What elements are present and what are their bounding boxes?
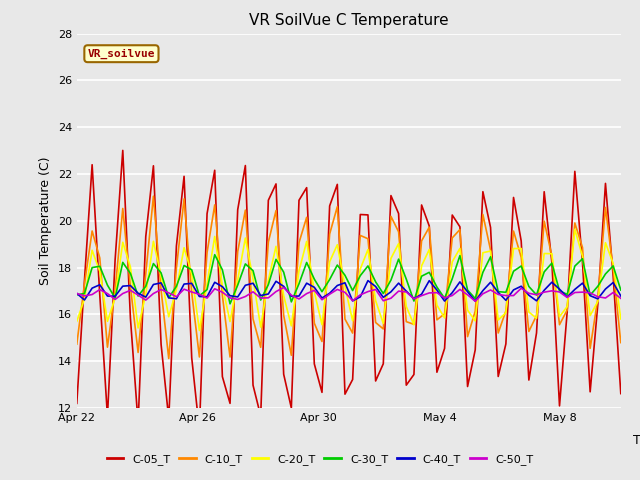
C-10_T	[73, 341, 81, 347]
C-30_T	[433, 284, 441, 290]
C-20_T	[150, 239, 157, 244]
C-40_T	[364, 278, 372, 284]
C-20_T	[73, 318, 81, 324]
C-10_T	[617, 340, 625, 346]
C-10_T	[165, 356, 173, 361]
C-20_T	[426, 247, 433, 252]
C-50_T	[426, 290, 433, 296]
C-50_T	[73, 291, 81, 297]
C-40_T	[449, 290, 456, 296]
C-20_T	[571, 227, 579, 232]
C-10_T	[150, 193, 157, 199]
C-05_T	[196, 427, 204, 433]
C-10_T	[272, 208, 280, 214]
C-10_T	[395, 229, 403, 235]
C-50_T	[150, 291, 157, 297]
C-30_T	[272, 256, 280, 262]
C-50_T	[387, 295, 395, 301]
C-30_T	[73, 292, 81, 298]
C-40_T	[73, 290, 81, 296]
X-axis label: Time: Time	[632, 434, 640, 447]
C-05_T	[157, 341, 165, 347]
C-10_T	[157, 287, 165, 293]
C-30_T	[150, 261, 157, 266]
C-30_T	[586, 292, 594, 298]
Y-axis label: Soil Temperature (C): Soil Temperature (C)	[39, 156, 52, 285]
Line: C-10_T: C-10_T	[77, 196, 621, 359]
C-40_T	[472, 298, 479, 304]
Title: VR SoilVue C Temperature: VR SoilVue C Temperature	[249, 13, 449, 28]
C-05_T	[433, 369, 441, 375]
Text: VR_soilvue: VR_soilvue	[88, 48, 155, 59]
Legend: C-05_T, C-10_T, C-20_T, C-30_T, C-40_T, C-50_T: C-05_T, C-10_T, C-20_T, C-30_T, C-40_T, …	[102, 450, 538, 469]
C-50_T	[472, 299, 479, 304]
C-05_T	[73, 400, 81, 406]
C-30_T	[456, 253, 464, 259]
Line: C-30_T: C-30_T	[77, 255, 621, 304]
C-50_T	[257, 295, 264, 301]
C-30_T	[226, 301, 234, 307]
C-20_T	[196, 328, 204, 334]
Line: C-05_T: C-05_T	[77, 150, 621, 430]
C-10_T	[433, 317, 441, 323]
C-40_T	[426, 278, 433, 284]
C-10_T	[586, 346, 594, 351]
C-05_T	[456, 224, 464, 229]
C-20_T	[617, 316, 625, 322]
C-40_T	[257, 293, 264, 299]
C-40_T	[586, 293, 594, 299]
C-20_T	[387, 255, 395, 261]
C-30_T	[211, 252, 218, 258]
C-40_T	[617, 293, 625, 299]
Line: C-50_T: C-50_T	[77, 288, 621, 301]
C-05_T	[586, 389, 594, 395]
C-40_T	[150, 282, 157, 288]
C-50_T	[280, 285, 287, 290]
C-30_T	[617, 287, 625, 293]
C-05_T	[395, 211, 403, 216]
C-05_T	[272, 181, 280, 187]
Line: C-20_T: C-20_T	[77, 229, 621, 331]
C-20_T	[586, 312, 594, 318]
C-10_T	[456, 227, 464, 232]
C-05_T	[119, 147, 127, 153]
C-05_T	[617, 391, 625, 396]
C-20_T	[449, 259, 456, 264]
Line: C-40_T: C-40_T	[77, 281, 621, 301]
C-50_T	[617, 296, 625, 301]
C-40_T	[387, 289, 395, 295]
C-50_T	[586, 290, 594, 296]
C-30_T	[395, 256, 403, 262]
C-50_T	[449, 293, 456, 299]
C-20_T	[264, 277, 272, 283]
